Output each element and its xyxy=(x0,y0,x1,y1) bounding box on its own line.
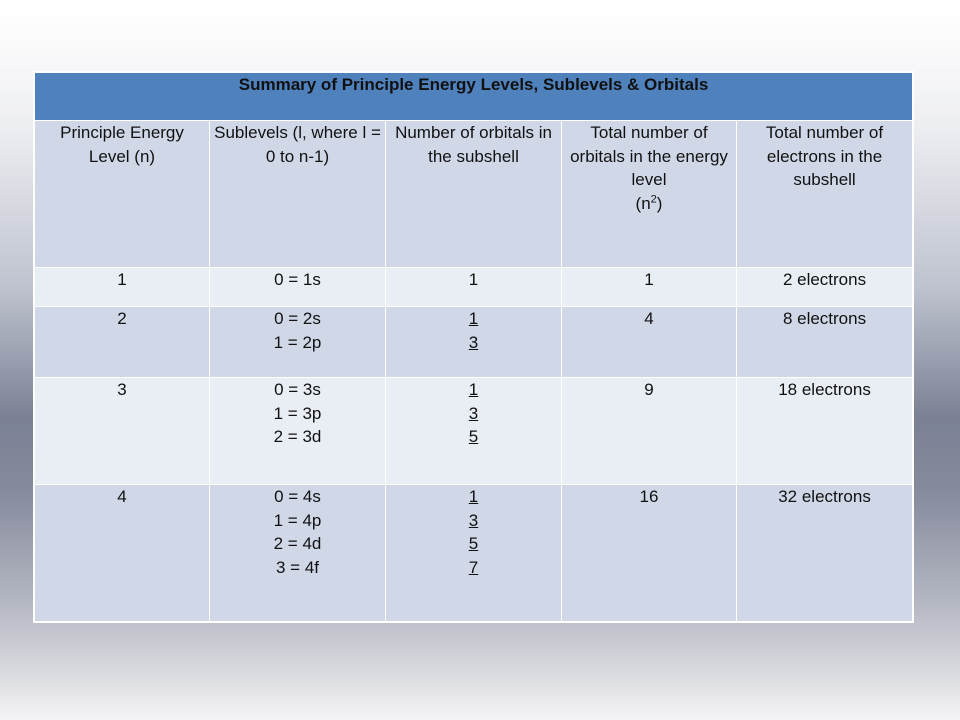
orbital-count: 1 xyxy=(468,380,479,399)
cell-total-orbitals: 4 xyxy=(561,306,737,378)
orbital-count: 3 xyxy=(468,332,479,352)
orbital-count: 3 xyxy=(468,510,479,530)
formula-close: ) xyxy=(656,193,663,213)
table-row: 4 0 = 4s 1 = 4p 2 = 4d 3 = 4f 1 3 5 7 16… xyxy=(34,484,914,622)
cell-sublevels: 0 = 3s 1 = 3p 2 = 3d xyxy=(209,377,386,485)
cell-n: 1 xyxy=(34,267,210,307)
header-sublevels: Sublevels (l, where l = 0 to n-1) xyxy=(209,120,386,268)
cell-orbitals: 1 3 xyxy=(385,306,562,378)
orbital-count: 5 xyxy=(468,534,479,553)
header-orbitals-in-subshell: Number of orbitals in the subshell xyxy=(385,120,562,268)
sublevel-item: 2 = 3d xyxy=(273,427,322,446)
cell-n: 3 xyxy=(34,377,210,485)
cell-n: 4 xyxy=(34,484,210,622)
table-title-row: Summary of Principle Energy Levels, Subl… xyxy=(33,72,914,121)
table-row: 1 0 = 1s 1 1 2 electrons xyxy=(34,267,914,307)
cell-total-orbitals: 9 xyxy=(561,377,737,485)
cell-electrons: 2 electrons xyxy=(735,267,914,307)
sublevel-item: 2 = 4d xyxy=(273,534,322,553)
header-total-electrons: Total number of electrons in the subshel… xyxy=(735,120,914,268)
header-total-orbitals-formula: (n2) xyxy=(566,192,732,216)
orbital-count: 1 xyxy=(468,487,479,506)
orbital-count: 7 xyxy=(468,557,479,577)
header-row: Principle Energy Level (n) Sublevels (l,… xyxy=(34,120,914,268)
sublevel-item: 0 = 3s xyxy=(274,380,321,399)
cell-orbitals: 1 3 5 7 xyxy=(385,484,562,622)
cell-electrons: 18 electrons xyxy=(735,377,914,485)
header-principle-energy-level: Principle Energy Level (n) xyxy=(34,120,210,268)
cell-orbitals: 1 3 5 xyxy=(385,377,562,485)
cell-orbitals: 1 xyxy=(385,267,562,307)
sublevel-item: 0 = 1s xyxy=(274,270,321,289)
cell-sublevels: 0 = 2s 1 = 2p xyxy=(209,306,386,378)
sublevel-item: 1 = 2p xyxy=(273,332,322,352)
header-total-orbitals: Total number of orbitals in the energy l… xyxy=(561,120,737,268)
table-row: 2 0 = 2s 1 = 2p 1 3 4 8 electrons xyxy=(34,306,914,378)
cell-total-orbitals: 16 xyxy=(561,484,737,622)
sublevel-item: 1 = 4p xyxy=(273,510,322,530)
formula-exponent: 2 xyxy=(650,192,657,205)
orbital-count: 1 xyxy=(468,309,479,328)
orbital-count: 5 xyxy=(468,427,479,446)
header-total-orbitals-text: Total number of orbitals in the energy l… xyxy=(570,123,728,189)
summary-table: Summary of Principle Energy Levels, Subl… xyxy=(33,72,914,622)
table-row: 3 0 = 3s 1 = 3p 2 = 3d 1 3 5 9 18 electr… xyxy=(34,377,914,485)
sublevel-item: 3 = 4f xyxy=(275,557,319,577)
orbital-count: 3 xyxy=(468,403,479,423)
sublevel-item: 0 = 4s xyxy=(274,487,321,506)
formula-open: (n xyxy=(635,193,651,213)
cell-total-orbitals: 1 xyxy=(561,267,737,307)
cell-electrons: 8 electrons xyxy=(735,306,914,378)
cell-sublevels: 0 = 1s xyxy=(209,267,386,307)
sublevel-item: 1 = 3p xyxy=(273,403,322,423)
cell-electrons: 32 electrons xyxy=(735,484,914,622)
table-title: Summary of Principle Energy Levels, Subl… xyxy=(33,72,914,121)
cell-sublevels: 0 = 4s 1 = 4p 2 = 4d 3 = 4f xyxy=(209,484,386,622)
cell-n: 2 xyxy=(34,306,210,378)
orbital-count: 1 xyxy=(468,270,479,289)
sublevel-item: 0 = 2s xyxy=(274,309,321,328)
